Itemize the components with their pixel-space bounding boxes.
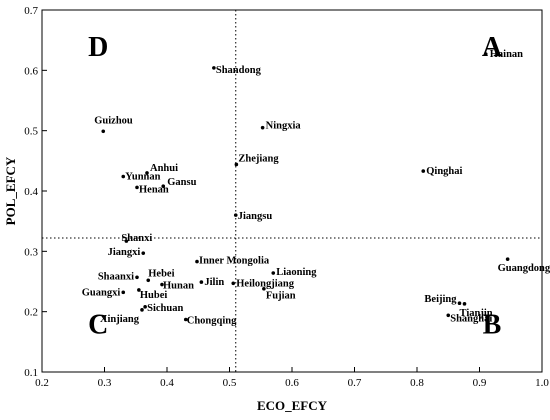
- y-tick-label: 0.2: [24, 307, 38, 319]
- data-point: [212, 66, 216, 70]
- point-label: Heilongjiang: [236, 278, 295, 289]
- quadrant-label: A: [482, 32, 503, 63]
- x-tick-label: 0.9: [473, 377, 487, 389]
- y-tick-label: 0.1: [24, 367, 38, 379]
- quadrant-label: D: [88, 32, 108, 63]
- data-point: [462, 302, 467, 306]
- point-label: Shandong: [216, 65, 262, 76]
- data-point: [195, 259, 199, 264]
- y-tick-label: 0.7: [24, 5, 38, 17]
- point-label: Hubei: [140, 290, 168, 301]
- data-point: [260, 125, 265, 130]
- data-point: [457, 301, 462, 306]
- data-point: [421, 169, 426, 173]
- data-point: [262, 286, 266, 291]
- x-tick-label: 0.5: [223, 377, 237, 389]
- data-point: [137, 288, 141, 292]
- quadrant-label: C: [88, 310, 108, 341]
- data-point: [101, 129, 106, 134]
- y-tick-label: 0.5: [24, 126, 38, 138]
- data-point: [145, 171, 149, 175]
- data-point: [271, 271, 276, 275]
- point-label: Qinghai: [426, 166, 462, 177]
- y-axis-title: POL_EFCY: [3, 156, 18, 225]
- point-label: Liaoning: [276, 267, 317, 278]
- point-label: Zhejiang: [238, 153, 279, 164]
- data-point: [161, 184, 166, 188]
- data-point: [146, 278, 151, 283]
- quadrant-labels: A B C D: [88, 32, 503, 341]
- point-label: Hebei: [148, 268, 174, 279]
- data-point: [505, 257, 510, 261]
- data-point: [135, 185, 139, 190]
- data-point: [140, 308, 144, 312]
- axis-ticks: 0.2 0.3 0.4 0.5 0.6 0.7 0.8 0.9 1.00.10.20.30.40…: [24, 5, 549, 389]
- x-tick-label: 0.2: [35, 377, 49, 389]
- x-tick-label: 0.3: [98, 377, 112, 389]
- point-label: Beijing: [424, 294, 457, 305]
- data-point: [121, 290, 126, 295]
- plot-area: [41, 9, 543, 373]
- x-axis-title: ECO_EFCY: [257, 398, 328, 413]
- x-tick-label: 1.0: [535, 377, 549, 389]
- x-tick-label: 0.4: [160, 377, 174, 389]
- point-label: Shanghai: [450, 313, 492, 324]
- data-point: [141, 251, 146, 255]
- point-label: Guangxi: [82, 287, 121, 298]
- point-label: Guizhou: [94, 115, 133, 126]
- point-label: Inner Mongolia: [199, 256, 270, 267]
- point-label: Gansu: [167, 177, 196, 188]
- data-point: [160, 282, 164, 287]
- y-tick-label: 0.3: [24, 246, 38, 258]
- point-label: Hunan: [163, 281, 194, 292]
- point-label: Xinjiang: [100, 314, 140, 325]
- data-point: [124, 239, 129, 243]
- quadrant-label: B: [483, 310, 502, 341]
- data-point: [233, 213, 238, 217]
- point-label: Henan: [139, 184, 169, 195]
- reference-lines: [42, 10, 542, 372]
- data-point: [231, 281, 236, 286]
- point-label: Anhui: [150, 163, 178, 174]
- x-tick-label: 0.7: [348, 377, 362, 389]
- point-label: Guangdong: [498, 263, 550, 274]
- point-label: Chongqing: [187, 316, 237, 327]
- data-point: [121, 174, 126, 179]
- data-points: Hainan Shandong Guizhou Ningxia Zhejiang Qing…: [82, 49, 550, 326]
- data-point: [446, 313, 451, 318]
- point-label: Jilin: [204, 277, 224, 288]
- point-label: Jiangxi: [108, 247, 141, 258]
- point-label: Tianjin: [460, 308, 493, 319]
- data-point: [234, 162, 239, 167]
- point-label: Shaanxi: [98, 271, 134, 282]
- point-label: Shanxi: [121, 233, 152, 244]
- x-tick-label: 0.8: [410, 377, 424, 389]
- point-label: Ningxia: [266, 121, 302, 132]
- point-label: Yunnan: [125, 172, 160, 183]
- y-tick-label: 0.6: [24, 65, 38, 77]
- point-label: Hainan: [490, 49, 523, 60]
- point-label: Jiangsu: [238, 211, 273, 222]
- data-point: [199, 280, 204, 284]
- data-point: [483, 52, 488, 56]
- data-point: [183, 317, 188, 322]
- y-tick-label: 0.4: [24, 186, 38, 198]
- data-point: [143, 305, 147, 309]
- x-tick-label: 0.6: [285, 377, 299, 389]
- point-label: Fujian: [266, 291, 296, 302]
- data-point: [135, 275, 139, 280]
- point-label: Sichuan: [147, 303, 183, 314]
